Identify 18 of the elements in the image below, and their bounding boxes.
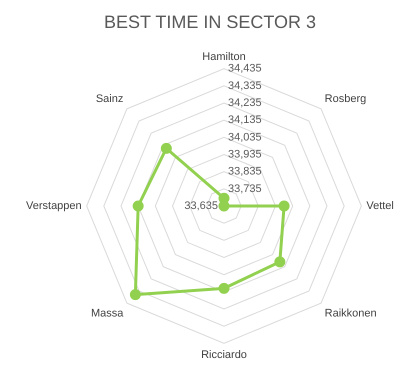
spoke-label: Massa xyxy=(90,307,124,320)
spoke-label: Raikkonen xyxy=(324,307,377,320)
spoke-label: Rosberg xyxy=(324,92,366,105)
y-tick-label: 34,135 xyxy=(228,114,262,126)
spoke-label: Ricciardo xyxy=(201,348,247,361)
y-tick-label: 34,335 xyxy=(228,80,262,92)
y-tick-label: 34,235 xyxy=(228,97,262,110)
spoke-label: Hamilton xyxy=(202,51,246,64)
y-tick-label: 33,935 xyxy=(228,148,262,161)
y-tick-label: 33,635 xyxy=(184,200,218,212)
spoke-label: Verstappen xyxy=(26,200,82,212)
y-tick-label: 33,835 xyxy=(228,166,262,178)
spoke-label: Vettel xyxy=(366,200,394,212)
y-tick-label: 34,035 xyxy=(228,131,262,144)
y-tick-label: 34,435 xyxy=(228,62,262,75)
spoke-label: Sainz xyxy=(96,92,124,105)
chart-title: BEST TIME IN SECTOR 3 xyxy=(104,12,316,32)
y-tick-label: 33,735 xyxy=(228,182,262,195)
